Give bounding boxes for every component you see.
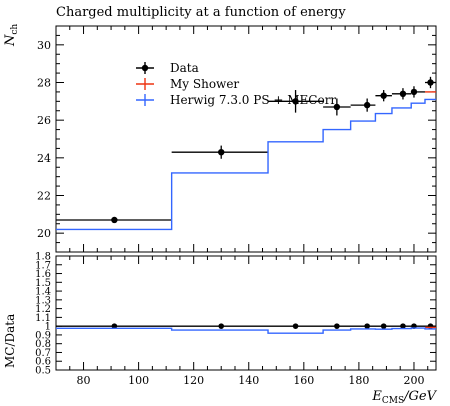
ratio-y-tick-label: 0.7 [35,348,51,359]
x-axis-label-symbol: E [371,389,382,404]
legend-entry-label: Data [170,61,199,75]
main-y-tick-label: 30 [37,39,51,52]
main-y-label: Nch [3,24,20,47]
main-y-label-symbol: N [3,34,18,47]
main-y-tick-label: 26 [37,114,51,127]
ratio-y-label: MC/Data [3,314,17,368]
ratio-y-tick-label: 1.2 [35,304,51,315]
ratio-plot-frame [55,255,437,371]
ratio-y-tick-label: 1 [45,322,51,333]
data-point [218,148,225,156]
x-tick-label: 80 [77,374,91,387]
main-y-tick-label: 24 [37,152,51,165]
ratio-y-tick-label: 0.8 [35,339,51,350]
data-point [399,90,407,98]
main-y-tick-label: 28 [37,77,51,90]
legend: Data My Shower Herwig 7.3.0 PS + MECorr [136,61,336,107]
ratio-y-tick-label: 0.9 [35,330,51,341]
x-axis-label-unit: /GeV [402,389,437,404]
ratio-series-herwig-7-3-0-ps-mecorr-line [56,327,436,334]
ratio-y-tick-label: 1.4 [35,287,51,298]
legend-entry-label: Herwig 7.3.0 PS + MECorr [170,93,336,107]
ratio-data-point [218,323,225,329]
ratio-data-point [334,323,340,329]
ratio-y-tick-label: 1.8 [35,252,51,263]
x-axis-label-subscript: CMS [382,396,404,406]
ratio-y-tick-label: 1.3 [35,295,51,306]
ratio-data-point [292,323,299,329]
main-y-tick-label: 20 [37,227,51,240]
x-tick-label: 180 [348,374,369,387]
legend-entry-label: My Shower [170,77,239,91]
ratio-panel: 1.81.71.61.51.41.31.21.110.90.80.70.60.5… [35,252,437,387]
data-point [333,103,341,111]
data-point [363,101,371,109]
ratio-y-tick-label: 1.5 [35,278,51,289]
main-y-tick-label: 22 [37,190,51,203]
svg-text:Nch: Nch [3,24,20,47]
ratio-y-tick-label: 0.5 [35,366,51,377]
data-point [410,88,418,96]
ratio-y-tick-label: 0.6 [35,357,51,368]
data-point [380,92,387,99]
legend-marker-dot [141,64,149,72]
ratio-y-tick-label: 1.1 [35,313,51,324]
x-tick-label: 160 [293,374,314,387]
ratio-y-tick-label: 1.7 [35,260,51,271]
ratio-data-point [400,323,406,329]
data-point [111,216,118,224]
main-panel: 20 22 24 26 28 30 [37,25,437,253]
main-y-label-subscript: ch [10,24,20,35]
data-point [292,98,299,105]
ratio-y-tick-label: 1.6 [35,269,51,280]
ratio-data-point [364,323,370,329]
main-series-herwig-7-3-0-ps-mecorr-line [56,98,436,231]
x-tick-label: 100 [128,374,149,387]
x-tick-label: 200 [403,374,424,387]
chart-title: Charged multiplicity at a function of en… [56,5,346,20]
ratio-data-point [111,323,118,329]
x-tick-label: 120 [183,374,204,387]
data-point [427,79,434,86]
ratio-data-point [380,323,387,329]
x-tick-label: 140 [238,374,259,387]
x-axis-label: ECMS/GeV [371,389,437,406]
